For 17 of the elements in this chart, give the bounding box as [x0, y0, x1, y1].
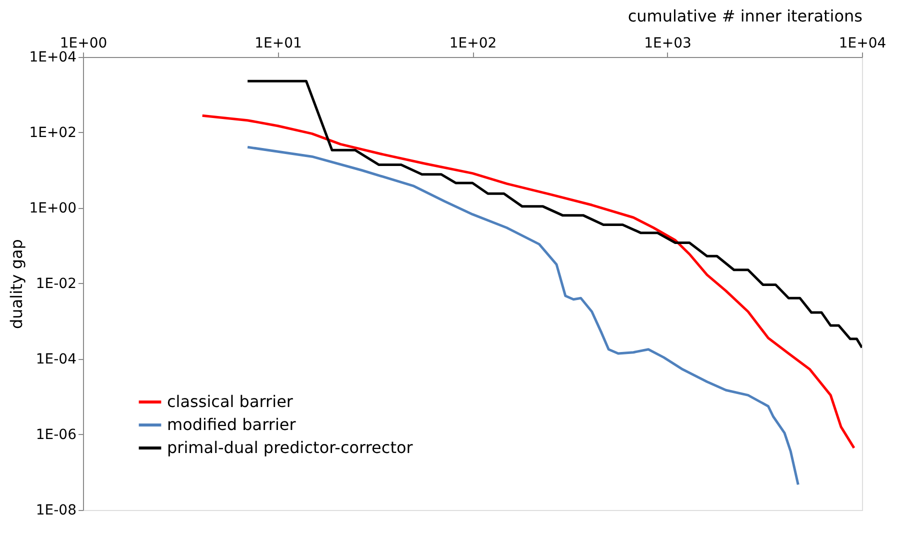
y-tick-label: 1E+00	[29, 200, 76, 216]
y-tick-label: 1E+02	[29, 125, 76, 141]
x-tick-label: 1E+02	[449, 36, 497, 52]
x-tick-label: 1E+01	[254, 36, 302, 52]
y-tick-label: 1E+04	[29, 50, 77, 66]
x-tick-label: 1E+04	[838, 36, 886, 52]
y-tick-label: 1E-08	[36, 502, 76, 518]
y-tick-label: 1E-02	[36, 276, 76, 292]
x-tick-label: 1E+00	[60, 36, 108, 52]
legend-label: classical barrier	[167, 392, 294, 411]
y-tick-label: 1E-04	[36, 352, 77, 368]
x-axis-title: cumulative # inner iterations	[628, 6, 862, 26]
y-axis-title: duality gap	[7, 239, 26, 329]
x-tick-label: 1E+03	[644, 36, 692, 52]
legend-label: primal-dual predictor-corrector	[167, 438, 414, 457]
legend-label: modified barrier	[167, 415, 296, 434]
y-tick-label: 1E-06	[36, 427, 77, 443]
